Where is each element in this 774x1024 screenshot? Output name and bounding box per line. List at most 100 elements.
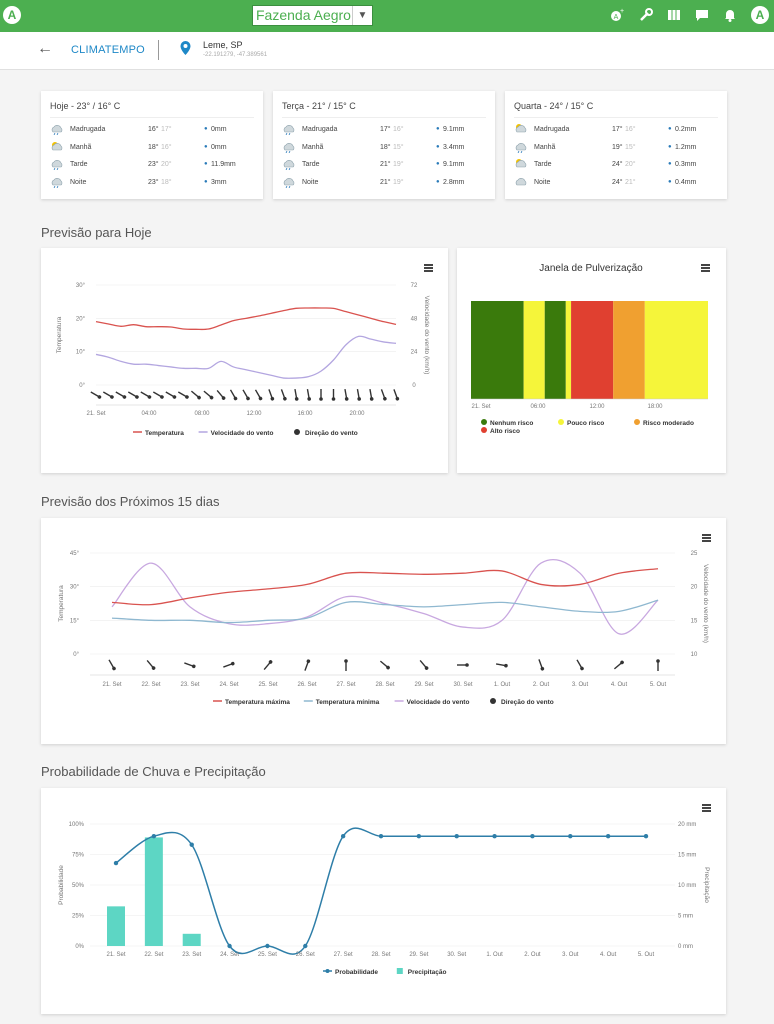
rain-drop-icon: ●: [204, 143, 208, 150]
x-tick-label: 12:00: [589, 404, 605, 410]
period-name: Tarde: [70, 161, 88, 168]
wind-speed-line: [95, 335, 397, 379]
wind-direction-arrow: [223, 661, 235, 668]
rain-menu-icon[interactable]: [702, 804, 711, 812]
arrow-head: [147, 395, 152, 399]
rain-drop-icon: ●: [204, 178, 208, 185]
wind-direction-arrow: [344, 659, 348, 671]
period-temp-max: 23°: [148, 161, 159, 168]
temperature-line: [95, 307, 397, 331]
y-tick-label: 0°: [73, 652, 79, 658]
arrow-head: [270, 396, 275, 401]
period-row: Manhã 19° 15° ● 1.2mm: [514, 141, 718, 155]
y2-tick-label: 15: [691, 618, 698, 624]
daily-forecast-card: Hoje - 23° / 16° C Madrugada 16° 17° ● 0…: [41, 91, 263, 199]
probability-point: [265, 943, 270, 949]
x-tick-label: 2. Out: [533, 682, 550, 688]
period-rain: 3.4mm: [443, 143, 465, 151]
x-tick-label: 1. Out: [494, 682, 511, 688]
fifteen-menu-icon[interactable]: [702, 534, 711, 542]
wind-direction-arrow: [102, 391, 114, 399]
risk-segment: [613, 301, 645, 399]
profile-icon[interactable]: A: [751, 6, 769, 24]
probability-point: [227, 943, 232, 949]
section-title-rain: Probabilidade de Chuva e Precipitação: [41, 764, 266, 779]
rain-cloud-icon: [282, 158, 296, 171]
y2-tick-label: 0: [412, 383, 416, 389]
wind-direction-arrow: [457, 663, 469, 667]
legend-marker: [481, 427, 487, 433]
y-axis-label: Temperatura: [56, 316, 63, 353]
rain-drop-icon: ●: [668, 161, 672, 167]
app-logo-icon[interactable]: A: [3, 6, 21, 24]
divider: [514, 117, 718, 118]
probability-line: [115, 827, 646, 955]
arrow-head: [504, 663, 508, 668]
temperature-min-line: [111, 599, 659, 624]
chat-icon[interactable]: [694, 7, 710, 23]
arrow-head: [172, 395, 177, 399]
y-tick-label: 50%: [72, 883, 85, 889]
rain-cloud-icon: [282, 123, 296, 136]
x-tick-label: 26. Set: [297, 682, 316, 688]
bell-icon[interactable]: [722, 7, 738, 23]
arrow-head: [221, 396, 226, 400]
arrow-head: [656, 659, 660, 663]
legend-label: Temperatura: [145, 430, 184, 437]
arrow-head: [185, 395, 189, 399]
back-arrow-icon[interactable]: ←: [37, 40, 53, 57]
risk-segment: [644, 301, 708, 399]
user-add-icon[interactable]: A+: [609, 7, 625, 23]
period-row: Noite 24° 21° ● 0.4mm: [514, 176, 718, 190]
y2-axis-label: Velocidade do vento (km/h): [423, 296, 430, 375]
temperature-max-line: [111, 568, 659, 606]
y-tick-label: 10°: [76, 350, 86, 356]
wind-direction-arrow: [294, 388, 299, 401]
probability-point: [303, 943, 308, 949]
wrench-icon[interactable]: [638, 7, 654, 23]
spray-menu-icon[interactable]: [701, 264, 710, 272]
x-tick-label: 30. Set: [447, 952, 466, 958]
period-temp-min: 20°: [161, 161, 172, 168]
x-tick-label: 5. Out: [650, 682, 667, 688]
arrow-head: [386, 665, 390, 670]
period-temp-min: 15°: [393, 143, 404, 151]
y2-axis-label: Velocidade do vento (km/h): [702, 564, 709, 643]
precipitation-bar: [107, 906, 125, 946]
period-row: Noite 21° 19° ● 2.8mm: [282, 176, 486, 190]
probability-point: [605, 834, 611, 839]
farm-selector[interactable]: Fazenda Aegro ▼: [252, 5, 373, 26]
legend-marker: [558, 419, 564, 425]
wind-direction-arrow: [656, 659, 660, 671]
section-title-fifteen: Previsão dos Próximos 15 dias: [41, 494, 220, 509]
x-tick-label: 29. Set: [409, 952, 428, 958]
rain-cloud-icon: [514, 141, 528, 153]
precipitation-bar: [144, 837, 163, 946]
wind-direction-arrow: [419, 659, 429, 670]
chevron-down-icon[interactable]: ▼: [352, 6, 372, 25]
x-tick-label: 28. Set: [371, 952, 390, 958]
y2-tick-label: 20 mm: [678, 822, 696, 828]
location-name: Leme, SP: [203, 40, 243, 50]
period-temp-max: 16°: [148, 126, 159, 133]
map-icon[interactable]: [666, 7, 682, 23]
y2-tick-label: 10: [691, 652, 698, 658]
period-name: Manhã: [302, 143, 324, 151]
y-axis-label: Temperatura: [58, 585, 65, 622]
y-tick-label: 30°: [76, 283, 86, 289]
period-temp-max: 21°: [380, 178, 391, 186]
wind-direction-arrow: [356, 388, 361, 401]
arrow-head: [209, 395, 214, 400]
legend-label: Nenhum risco: [490, 420, 533, 427]
chart-menu-icon[interactable]: [424, 264, 433, 272]
probability-point: [416, 834, 422, 839]
rain-drop-icon: ●: [436, 178, 440, 185]
arrow-head: [151, 666, 156, 670]
rain-drop-icon: ●: [668, 143, 672, 150]
cloud-icon: [514, 176, 528, 188]
risk-segment: [523, 301, 545, 399]
period-temp-max: 17°: [380, 126, 391, 133]
x-tick-label: 5. Out: [638, 952, 655, 958]
period-rain: 0.3mm: [675, 161, 697, 168]
wind-direction-arrow: [538, 659, 545, 671]
